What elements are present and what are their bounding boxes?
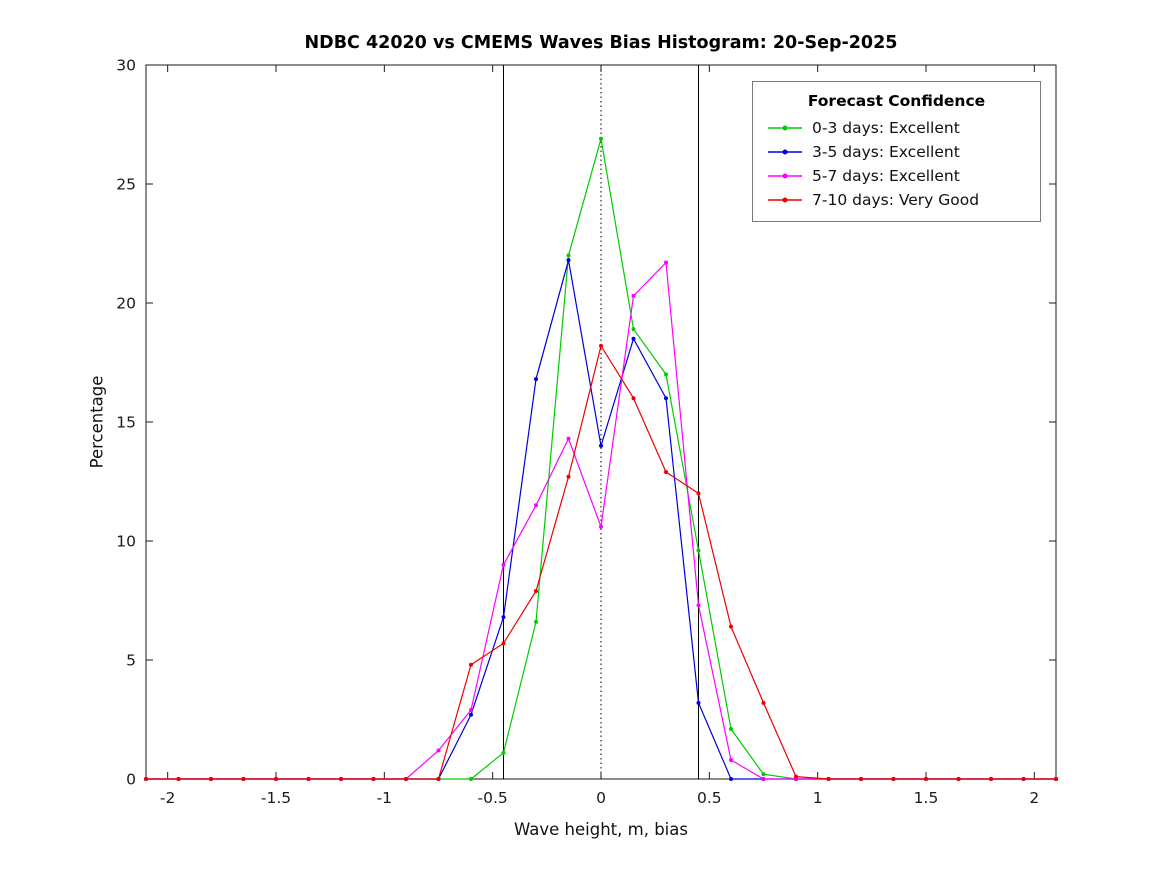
legend: Forecast Confidence 0-3 days: Excellent 3…	[752, 81, 1041, 222]
y-tick-label: 10	[116, 533, 136, 551]
series-marker	[761, 777, 766, 781]
legend-item-3: 7-10 days: Very Good	[753, 188, 1040, 212]
series-marker	[501, 615, 506, 620]
x-axis-label: Wave height, m, bias	[514, 820, 688, 839]
y-tick-label: 0	[126, 771, 136, 789]
series-marker	[826, 777, 831, 781]
x-tick-label: 1	[813, 789, 823, 807]
series-marker	[534, 588, 538, 593]
x-tick-label: 0	[596, 789, 606, 807]
series-marker	[566, 253, 571, 258]
legend-line-sample	[768, 149, 802, 155]
legend-line-sample	[768, 125, 802, 131]
series-marker	[729, 727, 733, 732]
series-marker	[371, 777, 376, 781]
legend-item-0: 0-3 days: Excellent	[753, 116, 1040, 140]
series-marker	[956, 777, 961, 781]
series-marker	[534, 619, 538, 624]
series-marker	[469, 712, 473, 717]
series-marker	[306, 777, 311, 781]
series-marker	[501, 641, 506, 646]
series-marker	[274, 777, 278, 781]
y-tick-label: 30	[116, 57, 136, 75]
chart-title: NDBC 42020 vs CMEMS Waves Bias Histogram…	[304, 33, 898, 53]
series-marker	[631, 293, 636, 298]
series-marker	[241, 777, 246, 781]
legend-item-label: 3-5 days: Excellent	[812, 143, 960, 161]
x-tick-label: 0.5	[697, 789, 722, 807]
series-marker	[469, 662, 473, 667]
series-marker	[534, 503, 538, 508]
legend-line-sample	[768, 173, 802, 179]
x-tick-label: -1.5	[261, 789, 291, 807]
series-marker	[339, 777, 343, 781]
series-marker	[891, 777, 896, 781]
series-marker	[729, 624, 733, 629]
series-marker	[664, 372, 668, 377]
x-tick-label: -0.5	[478, 789, 508, 807]
series-marker	[924, 777, 928, 781]
x-tick-label: -2	[160, 789, 175, 807]
legend-item-2: 5-7 days: Excellent	[753, 164, 1040, 188]
series-marker	[599, 136, 603, 141]
series-marker	[566, 258, 571, 263]
series-marker	[696, 603, 701, 608]
series-marker	[469, 777, 473, 781]
series-marker	[599, 343, 603, 348]
series-marker	[729, 777, 733, 781]
y-tick-label: 15	[116, 414, 136, 432]
legend-item-label: 5-7 days: Excellent	[812, 167, 960, 185]
series-marker	[761, 772, 766, 777]
series-marker	[794, 774, 798, 779]
series-marker	[469, 707, 473, 712]
series-marker	[436, 777, 441, 781]
legend-item-label: 0-3 days: Excellent	[812, 119, 960, 137]
legend-title: Forecast Confidence	[807, 92, 986, 110]
series-marker	[729, 757, 733, 762]
series-marker	[989, 777, 993, 781]
series-marker	[1021, 777, 1026, 781]
x-tick-label: 2	[1029, 789, 1039, 807]
y-tick-label: 20	[116, 295, 136, 313]
series-marker	[664, 396, 668, 401]
legend-item-label: 7-10 days: Very Good	[812, 191, 980, 209]
series-marker	[176, 777, 181, 781]
series-marker	[1054, 777, 1058, 781]
series-marker	[599, 443, 603, 448]
series-marker	[209, 777, 213, 781]
legend-item-1: 3-5 days: Excellent	[753, 140, 1040, 164]
series-marker	[631, 327, 636, 332]
series-marker	[696, 491, 701, 496]
series-marker	[859, 777, 863, 781]
x-tick-label: 1.5	[914, 789, 939, 807]
series-marker	[501, 750, 506, 755]
series-marker	[599, 524, 603, 529]
series-marker	[696, 700, 701, 705]
x-tick-label: -1	[377, 789, 392, 807]
legend-line-sample	[768, 197, 802, 203]
series-marker	[501, 562, 506, 567]
series-marker	[761, 700, 766, 705]
series-marker	[696, 548, 701, 553]
y-tick-label: 25	[116, 176, 136, 194]
y-tick-label: 5	[126, 652, 136, 670]
legend-items: 0-3 days: Excellent 3-5 days: Excellent 5-…	[753, 116, 1040, 212]
series-marker	[436, 748, 441, 753]
series-marker	[664, 469, 668, 474]
series-marker	[404, 777, 408, 781]
series-marker	[631, 336, 636, 341]
series-marker	[664, 260, 668, 265]
series-marker	[566, 474, 571, 479]
series-marker	[144, 777, 148, 781]
y-axis-label: Percentage	[87, 375, 107, 469]
series-marker	[631, 396, 636, 401]
series-marker	[566, 436, 571, 441]
series-marker	[534, 377, 538, 382]
